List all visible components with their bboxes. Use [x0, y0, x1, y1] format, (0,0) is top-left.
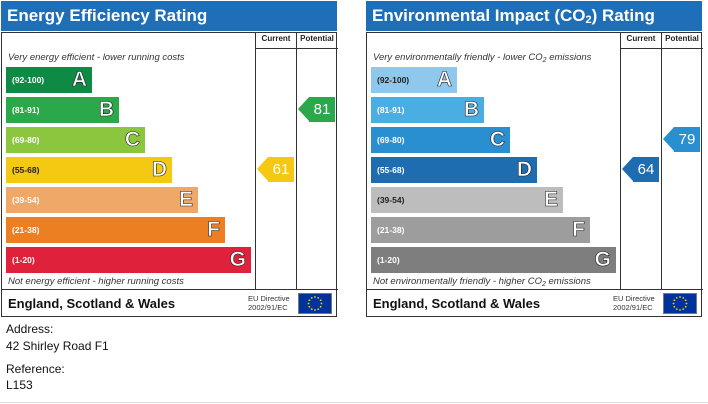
environment-panel-title: Environmental Impact (CO2) Rating — [366, 1, 702, 31]
band-range-label: (81-91) — [377, 105, 405, 115]
energy-region: England, Scotland & Wales — [8, 296, 176, 311]
energy-potential-rating: 81 — [298, 97, 335, 122]
eu-flag-icon — [663, 293, 697, 314]
band-range-label: (69-80) — [377, 135, 405, 145]
environment-note-top: Very environmentally friendly - lower CO… — [373, 52, 592, 64]
environment-current-rating: 64 — [622, 157, 659, 182]
band-letter: F — [572, 218, 585, 242]
energy-footer: England, Scotland & Wales EU Directive 2… — [2, 289, 338, 318]
environment-potential-rating: 79 — [663, 127, 700, 152]
environment-region: England, Scotland & Wales — [373, 296, 541, 311]
band-letter: C — [489, 128, 506, 152]
band-f: (21-38) F — [6, 217, 225, 243]
band-range-label: (92-100) — [377, 75, 410, 85]
environment-footer: England, Scotland & Wales EU Directive 2… — [367, 289, 703, 318]
energy-directive: EU Directive 2002/91/EC — [248, 294, 290, 312]
band-letter: A — [71, 68, 88, 92]
band-d: (55-68) D — [6, 157, 172, 183]
band-range-label: (1-20) — [12, 255, 35, 265]
energy-potential-value: 81 — [309, 97, 335, 122]
energy-current-value: 61 — [268, 157, 294, 182]
potential-column-header: Potential — [300, 34, 334, 43]
band-letter: D — [151, 158, 168, 182]
energy-efficiency-panel: Energy Efficiency Rating Current Potenti… — [1, 1, 338, 318]
band-b: (81-91) B — [6, 97, 119, 123]
band-letter: E — [543, 188, 559, 212]
band-range-label: (55-68) — [377, 165, 405, 175]
band-letter: G — [229, 248, 246, 272]
band-letter: F — [207, 218, 220, 242]
band-g: (1-20) G — [371, 247, 616, 273]
band-e: (39-54) E — [6, 187, 198, 213]
eu-flag-icon — [298, 293, 332, 314]
potential-column-divider — [661, 33, 662, 289]
band-c: (69-80) C — [6, 127, 145, 153]
reference-label: Reference: — [6, 362, 65, 376]
band-letter: D — [516, 158, 533, 182]
band-f: (21-38) F — [371, 217, 590, 243]
energy-note-bottom: Not energy efficient - higher running co… — [8, 276, 184, 287]
environment-note-bottom: Not environmentally friendly - higher CO… — [373, 276, 591, 288]
environment-chart: Current Potential Very environmentally f… — [366, 32, 703, 318]
band-range-label: (1-20) — [377, 255, 400, 265]
energy-current-rating: 61 — [257, 157, 294, 182]
band-range-label: (21-38) — [377, 225, 405, 235]
band-g: (1-20) G — [6, 247, 251, 273]
environment-potential-value: 79 — [674, 127, 700, 152]
band-range-label: (81-91) — [12, 105, 40, 115]
current-column-divider — [255, 33, 256, 289]
energy-chart: Current Potential Very energy efficient … — [1, 32, 338, 318]
band-letter: E — [178, 188, 194, 212]
potential-column-header: Potential — [665, 34, 699, 43]
reference-value: L153 — [6, 378, 33, 392]
band-letter: B — [98, 98, 115, 122]
band-e: (39-54) E — [371, 187, 563, 213]
address-value: 42 Shirley Road F1 — [6, 339, 109, 353]
band-letter: A — [436, 68, 453, 92]
environment-current-value: 64 — [633, 157, 659, 182]
band-range-label: (69-80) — [12, 135, 40, 145]
band-range-label: (92-100) — [12, 75, 45, 85]
band-d: (55-68) D — [371, 157, 537, 183]
band-range-label: (39-54) — [377, 195, 405, 205]
potential-column-divider — [296, 33, 297, 289]
current-column-header: Current — [261, 34, 291, 43]
band-range-label: (21-38) — [12, 225, 40, 235]
band-range-label: (39-54) — [12, 195, 40, 205]
band-range-label: (55-68) — [12, 165, 40, 175]
energy-note-top: Very energy efficient - lower running co… — [8, 52, 185, 63]
address-label: Address: — [6, 322, 54, 336]
band-letter: B — [463, 98, 480, 122]
energy-panel-title: Energy Efficiency Rating — [1, 1, 337, 31]
current-column-header: Current — [626, 34, 656, 43]
environment-directive: EU Directive 2002/91/EC — [613, 294, 655, 312]
environmental-impact-panel: Environmental Impact (CO2) Rating Curren… — [366, 1, 703, 318]
band-b: (81-91) B — [371, 97, 484, 123]
band-c: (69-80) C — [371, 127, 510, 153]
band-letter: G — [594, 248, 611, 272]
band-letter: C — [124, 128, 141, 152]
current-column-divider — [620, 33, 621, 289]
band-a: (92-100) A — [6, 67, 92, 93]
bottom-divider — [0, 402, 708, 403]
band-a: (92-100) A — [371, 67, 457, 93]
